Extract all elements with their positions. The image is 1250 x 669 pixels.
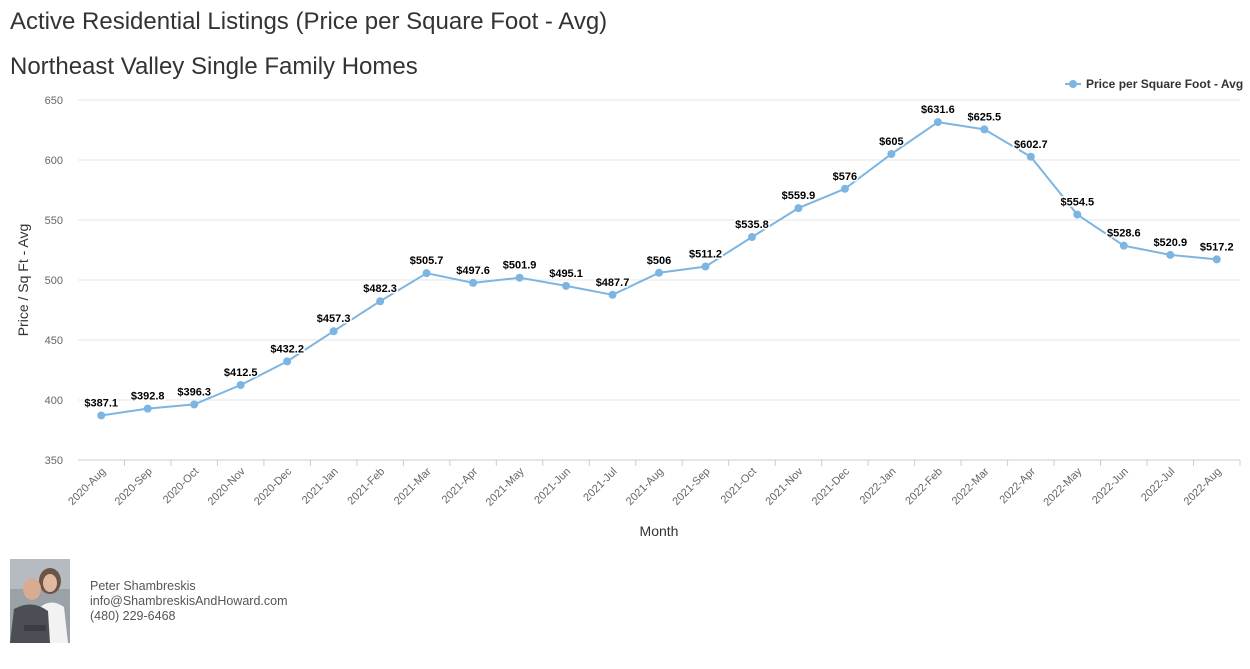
y-axis-title: Price / Sq Ft - Avg xyxy=(15,224,31,337)
data-point xyxy=(933,118,942,127)
data-point xyxy=(608,290,617,299)
x-tick-label: 2022-Jan xyxy=(858,466,899,507)
data-label: $457.3 xyxy=(317,313,351,325)
data-point xyxy=(1212,255,1221,264)
data-label: $495.1 xyxy=(549,268,583,280)
data-point xyxy=(515,273,524,282)
data-label: $559.9 xyxy=(782,190,816,202)
data-label: $387.1 xyxy=(84,397,118,409)
y-tick-label: 650 xyxy=(45,95,63,107)
data-label: $432.2 xyxy=(270,343,304,355)
data-label: $501.9 xyxy=(503,260,537,272)
data-label: $602.7 xyxy=(1014,139,1048,151)
data-label: $605 xyxy=(879,136,903,148)
data-point xyxy=(1166,250,1175,259)
data-point xyxy=(190,400,199,409)
y-tick-label: 350 xyxy=(45,455,63,467)
data-point xyxy=(887,150,896,158)
data-label: $625.5 xyxy=(968,111,1002,123)
x-tick-label: 2022-Apr xyxy=(997,465,1038,506)
data-point xyxy=(143,404,152,413)
data-point xyxy=(562,281,571,290)
y-tick-label: 500 xyxy=(45,275,63,287)
x-tick-label: 2021-Aug xyxy=(624,466,666,508)
x-axis-title: Month xyxy=(640,523,679,539)
data-point xyxy=(840,184,849,193)
agent-email[interactable]: info@ShambreskisAndHoward.com xyxy=(90,594,288,608)
data-label: $412.5 xyxy=(224,367,258,379)
x-tick-label: 2021-Nov xyxy=(763,465,806,508)
x-tick-label: 2021-Sep xyxy=(670,466,712,508)
x-tick-label: 2021-Feb xyxy=(345,466,387,508)
data-point xyxy=(1119,241,1128,250)
data-label: $631.6 xyxy=(921,104,955,116)
data-label: $392.8 xyxy=(131,391,165,403)
data-label: $505.7 xyxy=(410,255,444,267)
data-point xyxy=(329,327,338,336)
data-label: $506 xyxy=(647,255,671,267)
chart-title: Active Residential Listings (Price per S… xyxy=(10,8,608,35)
data-point xyxy=(422,269,431,278)
x-tick-label: 2021-Apr xyxy=(440,465,481,506)
data-point xyxy=(469,278,478,287)
x-tick-label: 2020-Aug xyxy=(66,466,108,508)
agent-card: Peter Shambreskis info@ShambreskisAndHow… xyxy=(10,559,310,649)
x-tick-label: 2020-Oct xyxy=(161,466,201,506)
data-point xyxy=(980,125,989,134)
data-point xyxy=(376,297,385,306)
data-label: $487.7 xyxy=(596,277,630,289)
y-tick-label: 600 xyxy=(45,155,63,167)
data-label: $511.2 xyxy=(689,249,722,261)
data-label: $517.2 xyxy=(1200,241,1234,253)
data-label: $554.5 xyxy=(1060,197,1094,209)
x-tick-label: 2022-May xyxy=(1041,465,1084,508)
data-point xyxy=(655,268,663,277)
x-tick-label: 2021-Oct xyxy=(719,466,759,506)
data-label: $396.3 xyxy=(177,386,211,398)
agent-phone[interactable]: (480) 229-6468 xyxy=(90,609,176,623)
agent-info: Peter Shambreskis info@ShambreskisAndHow… xyxy=(90,579,288,624)
x-tick-label: 2021-May xyxy=(484,465,527,508)
data-point xyxy=(1026,152,1035,161)
x-tick-label: 2022-Mar xyxy=(950,465,992,507)
data-point xyxy=(236,381,245,389)
data-label: $497.6 xyxy=(456,265,490,277)
x-tick-label: 2020-Dec xyxy=(252,465,295,508)
y-tick-label: 450 xyxy=(45,335,63,347)
data-point xyxy=(283,357,292,366)
x-tick-label: 2021-Mar xyxy=(392,465,434,507)
x-tick-label: 2022-Jun xyxy=(1090,466,1131,507)
x-tick-label: 2021-Jun xyxy=(532,466,573,507)
data-label: $482.3 xyxy=(363,283,397,295)
chart-subtitle: Northeast Valley Single Family Homes xyxy=(10,53,418,80)
agent-name: Peter Shambreskis xyxy=(90,579,196,593)
y-tick-label: 550 xyxy=(45,215,63,227)
data-label: $528.6 xyxy=(1107,228,1141,240)
x-tick-label: 2021-Jan xyxy=(300,466,341,507)
data-point xyxy=(97,411,106,420)
legend-marker xyxy=(1069,80,1077,88)
data-point xyxy=(794,204,803,213)
data-point xyxy=(747,233,756,242)
data-label: $520.9 xyxy=(1153,237,1187,249)
data-point xyxy=(701,262,710,271)
x-tick-label: 2020-Nov xyxy=(206,465,249,508)
y-tick-label: 400 xyxy=(45,395,63,407)
agent-photo xyxy=(10,559,70,643)
x-tick-label: 2020-Sep xyxy=(113,466,155,508)
x-tick-label: 2021-Jul xyxy=(581,466,619,504)
data-label: $576 xyxy=(833,171,857,183)
data-point xyxy=(1073,210,1082,219)
x-tick-label: 2022-Aug xyxy=(1182,466,1224,508)
x-tick-label: 2022-Jul xyxy=(1139,466,1177,504)
x-tick-label: 2022-Feb xyxy=(903,466,945,508)
legend-label: Price per Square Foot - Avg xyxy=(1086,77,1243,91)
x-tick-label: 2021-Dec xyxy=(810,465,853,508)
data-label: $535.8 xyxy=(735,219,769,231)
